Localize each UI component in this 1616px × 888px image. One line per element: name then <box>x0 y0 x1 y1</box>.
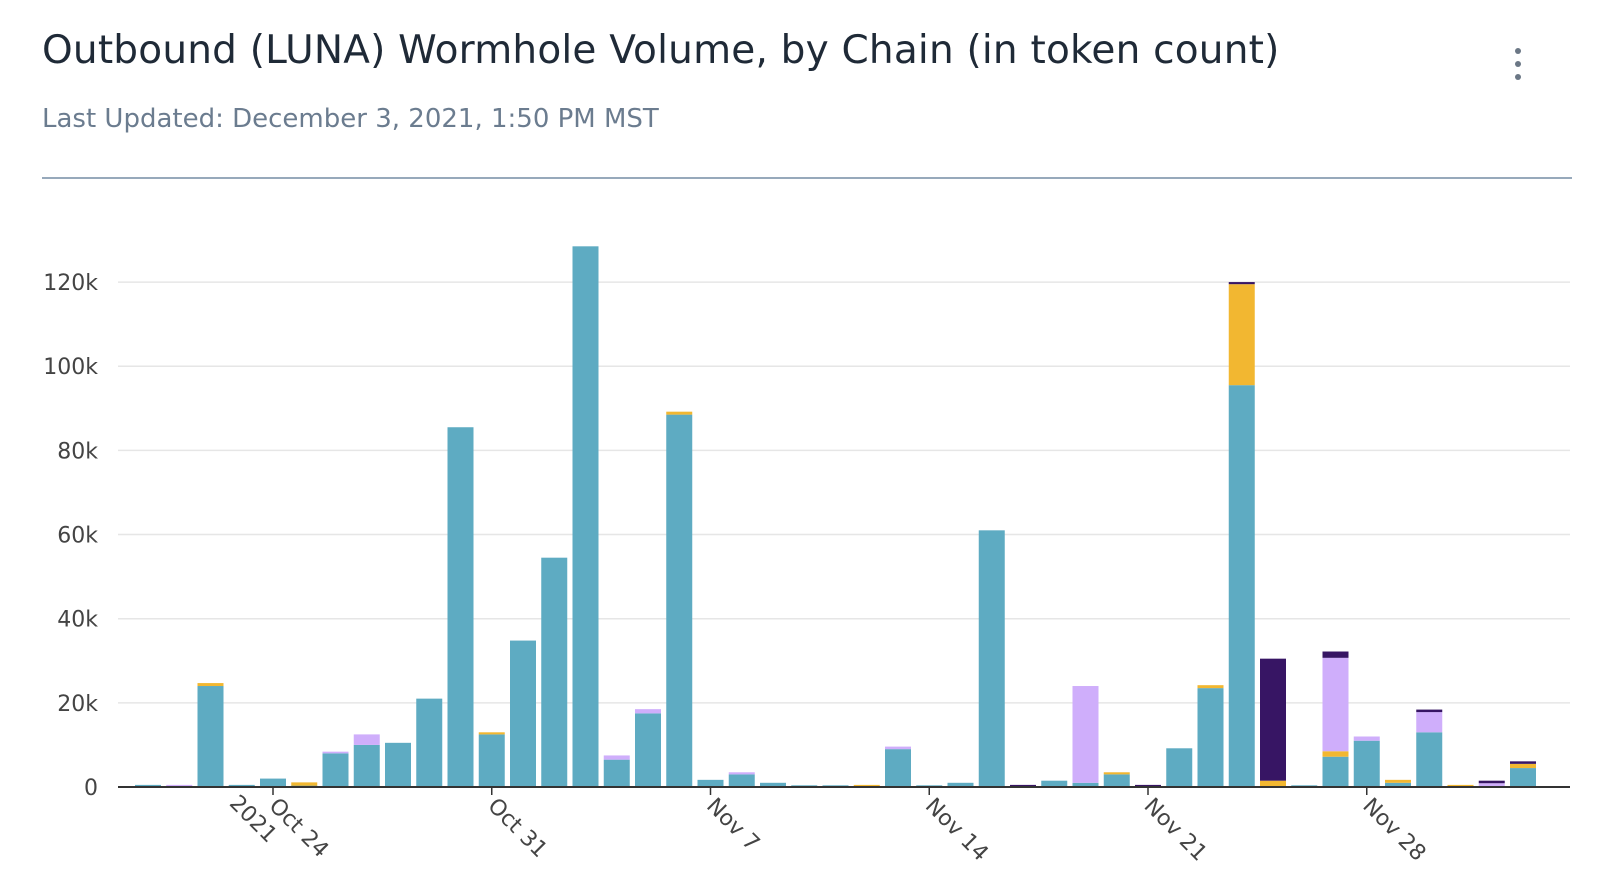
bar-segment[interactable] <box>1385 782 1411 787</box>
bars <box>135 246 1536 788</box>
y-tick-label: 60k <box>57 524 98 549</box>
menu-dot <box>1515 61 1521 67</box>
x-tick-label: Nov 28 <box>1358 794 1431 867</box>
bar-segment[interactable] <box>1416 732 1443 787</box>
bar-segment[interactable] <box>666 414 693 787</box>
bar-segment[interactable] <box>1072 782 1099 787</box>
bar-segment[interactable] <box>1260 780 1286 787</box>
y-tick-label: 80k <box>57 439 98 464</box>
chart-title: Outbound (LUNA) Wormhole Volume, by Chai… <box>42 28 1280 73</box>
bar-segment[interactable] <box>385 742 411 787</box>
bar-segment[interactable] <box>1322 756 1349 787</box>
y-tick-label: 120k <box>43 271 98 296</box>
bar-segment[interactable] <box>447 427 474 787</box>
menu-dot <box>1515 48 1521 54</box>
x-tick-group: Nov 21 <box>1139 794 1212 867</box>
bar-segment[interactable] <box>635 709 661 714</box>
bar-segment[interactable] <box>666 411 693 415</box>
bar-segment[interactable] <box>728 772 755 775</box>
bar-segment[interactable] <box>478 732 505 735</box>
bar-segment[interactable] <box>947 782 974 787</box>
bar-segment[interactable] <box>1447 784 1474 787</box>
x-tick-group: Nov 28 <box>1358 794 1431 867</box>
bar-segment[interactable] <box>1197 685 1224 689</box>
bar-segment[interactable] <box>760 782 786 787</box>
last-updated-text: Last Updated: December 3, 2021, 1:50 PM … <box>42 104 659 134</box>
x-tick-label: Nov 14 <box>920 794 993 867</box>
y-tick-label: 0 <box>84 776 98 801</box>
bar-segment[interactable] <box>322 753 349 787</box>
bar-segment[interactable] <box>1166 748 1193 787</box>
bar-segment[interactable] <box>1072 686 1099 783</box>
bar-segment[interactable] <box>978 530 1005 787</box>
bar-segment[interactable] <box>1228 284 1255 386</box>
bar-segment[interactable] <box>322 751 349 754</box>
bar-segment[interactable] <box>1260 658 1286 781</box>
bar-segment[interactable] <box>697 779 724 787</box>
x-tick-group: Oct 31 <box>483 794 552 863</box>
bar-segment[interactable] <box>1510 768 1536 787</box>
y-axis: 0 20k 40k 60k 80k 100k 120k <box>43 271 98 801</box>
bar-segment[interactable] <box>1510 761 1536 764</box>
bar-segment[interactable] <box>291 782 318 786</box>
x-tick-group: Nov 14 <box>920 794 993 867</box>
y-tick-label: 40k <box>57 608 98 633</box>
grid-lines <box>118 281 1570 704</box>
more-vertical-icon[interactable] <box>1508 48 1528 88</box>
bar-segment[interactable] <box>1385 779 1411 783</box>
bar-segment[interactable] <box>135 784 161 787</box>
bar-segment[interactable] <box>1416 709 1443 713</box>
bar-segment[interactable] <box>197 686 224 787</box>
bar-segment[interactable] <box>166 784 193 787</box>
bar-segment[interactable] <box>1197 688 1224 787</box>
bar-segment[interactable] <box>572 246 599 788</box>
bar-segment[interactable] <box>228 784 255 787</box>
bar-segment[interactable] <box>885 749 911 787</box>
bar-segment[interactable] <box>1010 784 1036 787</box>
y-tick-label: 100k <box>43 355 98 380</box>
bar-segment[interactable] <box>260 778 286 787</box>
menu-dot <box>1515 74 1521 80</box>
bar-segment[interactable] <box>1322 651 1349 658</box>
bar-segment[interactable] <box>1103 772 1130 775</box>
bar-segment[interactable] <box>728 774 755 787</box>
bar-segment[interactable] <box>1353 736 1380 741</box>
bar-segment[interactable] <box>1228 385 1255 787</box>
bar-segment[interactable] <box>1135 784 1161 787</box>
bar-segment[interactable] <box>1510 763 1536 769</box>
bar-segment[interactable] <box>603 759 630 787</box>
bar-segment[interactable] <box>1478 780 1505 784</box>
bar-segment[interactable] <box>510 640 536 787</box>
bar-segment[interactable] <box>853 784 880 787</box>
bar-segment[interactable] <box>1353 740 1380 787</box>
bar-segment[interactable] <box>197 683 224 687</box>
bar-segment[interactable] <box>1322 657 1349 752</box>
bar-segment[interactable] <box>353 734 380 745</box>
bar-segment[interactable] <box>1322 751 1349 757</box>
bar-segment[interactable] <box>635 713 661 787</box>
bar-segment[interactable] <box>1416 712 1443 733</box>
bar-segment[interactable] <box>478 734 505 787</box>
bar-segment[interactable] <box>416 698 443 787</box>
bar-segment[interactable] <box>603 755 630 760</box>
x-tick-label: Oct 31 <box>483 794 552 863</box>
bar-segment[interactable] <box>1478 783 1505 787</box>
y-tick-label: 20k <box>57 692 98 717</box>
bar-segment[interactable] <box>1041 780 1068 787</box>
bar-segment[interactable] <box>353 744 380 787</box>
x-tick-group: Nov 7 <box>701 794 764 857</box>
x-tick-label: Nov 21 <box>1139 794 1212 867</box>
bar-segment[interactable] <box>1103 774 1130 787</box>
bar-segment[interactable] <box>541 557 568 787</box>
x-tick-label: Nov 7 <box>701 794 764 857</box>
bar-segment[interactable] <box>1228 282 1255 285</box>
header-divider <box>42 177 1572 179</box>
bar-segment[interactable] <box>885 746 911 750</box>
